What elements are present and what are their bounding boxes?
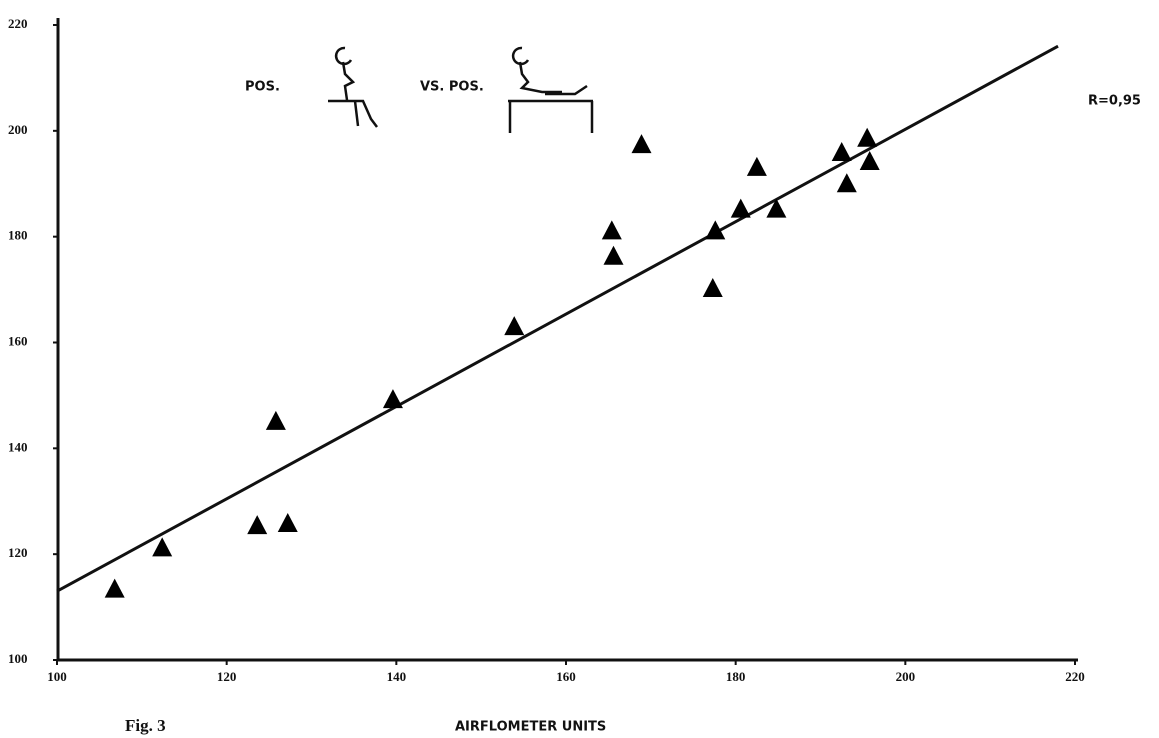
x-tick-label: 200 xyxy=(896,669,916,684)
data-point xyxy=(152,537,172,556)
data-point xyxy=(747,157,767,176)
data-point xyxy=(266,411,286,430)
lying-figure-icon xyxy=(508,48,593,133)
data-point xyxy=(703,278,723,297)
x-tick-label: 120 xyxy=(217,669,237,684)
data-point xyxy=(383,389,403,408)
data-point xyxy=(632,134,652,153)
page: POS. VS. POS. R=0,95 Fig. 3 AIRFLOMETER … xyxy=(0,0,1159,738)
annotation: POS. xyxy=(245,80,280,95)
annotation: VS. POS. xyxy=(420,80,484,95)
data-point xyxy=(857,128,877,147)
data-point xyxy=(604,246,624,265)
x-tick-label: 160 xyxy=(556,669,576,684)
data-point xyxy=(247,515,267,534)
y-tick-label: 140 xyxy=(8,439,28,454)
annotation: R=0,95 xyxy=(1088,94,1141,109)
data-point xyxy=(832,142,852,161)
sitting-figure-icon xyxy=(328,48,377,127)
y-tick-label: 180 xyxy=(8,228,28,243)
x-tick-label: 220 xyxy=(1065,669,1085,684)
y-tick-label: 160 xyxy=(8,333,28,348)
x-tick-label: 100 xyxy=(47,669,67,684)
data-point xyxy=(731,199,751,218)
data-point xyxy=(278,513,298,532)
trend-line xyxy=(57,46,1058,591)
data-point xyxy=(105,579,125,598)
y-tick-label: 200 xyxy=(8,122,28,137)
x-tick-label: 180 xyxy=(726,669,746,684)
x-tick-label: 140 xyxy=(387,669,407,684)
y-tick-label: 220 xyxy=(8,16,28,31)
chart: POS. VS. POS. R=0,95 Fig. 3 AIRFLOMETER … xyxy=(0,0,1159,738)
y-tick-label: 100 xyxy=(8,651,28,666)
data-point xyxy=(602,220,622,239)
data-point xyxy=(766,199,786,218)
caption: Fig. 3 xyxy=(125,716,166,735)
y-tick-label: 120 xyxy=(8,545,28,560)
data-point xyxy=(837,173,857,192)
data-point xyxy=(504,316,524,335)
x-axis-label: AIRFLOMETER UNITS xyxy=(455,720,606,735)
